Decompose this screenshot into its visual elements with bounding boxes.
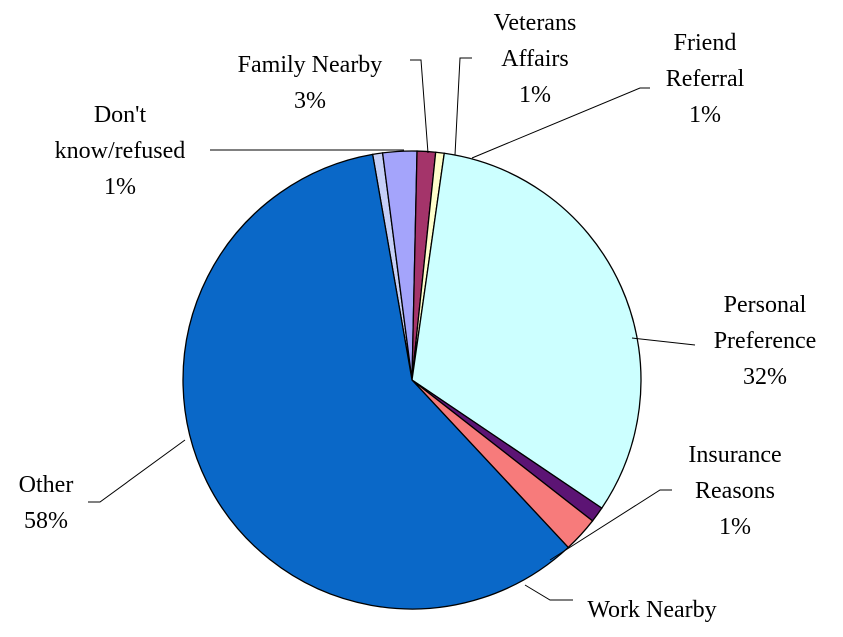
slice-name-label: Other	[19, 472, 74, 498]
slice-name-label: know/refused	[55, 138, 186, 164]
leader-line-family-nearby	[410, 59, 429, 154]
slice-label-family-nearby: Family Nearby 3%	[238, 52, 383, 114]
slice-name-label: Reasons	[695, 478, 775, 504]
slice-name-label: Personal	[724, 292, 807, 318]
slice-name-label: Work Nearby	[587, 597, 716, 623]
slice-labels: Don't know/refused 1% Family Nearby 3% Vetera…	[19, 10, 817, 637]
slice-label-don-t-know-refused: Don't know/refused 1%	[55, 102, 186, 200]
slice-label-insurance-reasons: Insurance Reasons 1%	[688, 442, 781, 540]
slice-value-label: 3%	[294, 88, 326, 114]
slice-name-label: Preference	[714, 328, 817, 354]
slice-label-other: Other 58%	[19, 472, 74, 534]
slice-name-label: Friend	[674, 30, 737, 56]
slice-value-label: 1%	[519, 82, 551, 108]
slice-name-label: Veterans	[494, 10, 577, 36]
leader-line-friend-referral	[471, 87, 650, 159]
slice-value-label: 1%	[719, 514, 751, 540]
leader-lines	[88, 57, 696, 601]
slice-label-friend-referral: Friend Referral 1%	[666, 30, 745, 128]
slice-name-label: Don't	[94, 102, 147, 128]
slice-label-veterans-affairs: Veterans Affairs 1%	[494, 10, 577, 108]
leader-line-veterans-affairs	[454, 57, 472, 156]
leader-line-work-nearby	[524, 584, 573, 601]
slice-personal-preference	[411, 152, 642, 510]
slice-name-label: Referral	[666, 66, 745, 92]
slice-value-label: 32%	[743, 364, 787, 390]
slice-value-label: 3%	[636, 633, 668, 637]
slice-value-label: 58%	[24, 508, 68, 534]
leader-line-personal-preference	[631, 337, 696, 346]
slice-label-personal-preference: Personal Preference 32%	[714, 292, 817, 390]
pie-slices	[182, 150, 642, 610]
leader-line-other	[88, 439, 186, 503]
slice-other	[182, 153, 570, 610]
slice-name-label: Family Nearby	[238, 52, 383, 78]
slice-label-work-nearby: Work Nearby 3%	[587, 597, 716, 637]
slice-value-label: 1%	[689, 102, 721, 128]
leader-line-insurance-reasons	[549, 489, 672, 561]
slice-name-label: Insurance	[688, 442, 781, 468]
slice-value-label: 1%	[104, 174, 136, 200]
slice-name-label: Affairs	[501, 46, 569, 72]
